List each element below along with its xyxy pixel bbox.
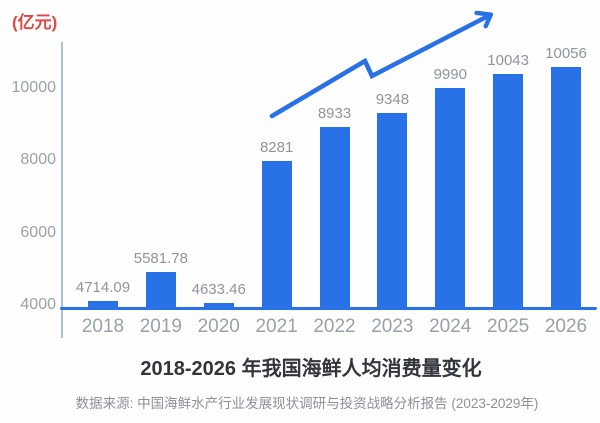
bar-2024 — [435, 88, 466, 310]
bar-value-label: 4714.09 — [75, 279, 131, 296]
chart-title: 2018-2026 年我国海鲜人均消费量变化 — [140, 358, 482, 380]
bar-2026 — [551, 67, 581, 310]
bar-2025 — [493, 74, 524, 310]
bar-value-label: 8933 — [317, 105, 352, 122]
x-tick-label: 2023 — [371, 316, 414, 337]
x-tick-label: 2024 — [429, 316, 472, 337]
bar-value-label: 4633.46 — [191, 281, 246, 298]
bar-2021 — [261, 161, 292, 310]
y-tick-label: 10000 — [11, 79, 57, 97]
y-axis-line — [61, 42, 63, 338]
x-tick-label: 2019 — [139, 316, 183, 337]
x-tick-label: 2018 — [81, 316, 125, 337]
y-tick-label: 6000 — [20, 223, 56, 241]
x-tick-label: 2022 — [313, 316, 356, 337]
bar-2022 — [319, 127, 350, 310]
y-tick-label: 4000 — [20, 296, 56, 313]
bar-value-label: 5581.78 — [133, 250, 188, 267]
y-tick-label: 8000 — [20, 151, 56, 169]
x-tick-label: 2026 — [544, 316, 588, 337]
x-tick-label: 2025 — [486, 316, 530, 337]
bar-2018 — [88, 301, 118, 310]
x-axis-line — [60, 307, 597, 310]
data-source-caption: 数据来源: 中国海鲜水产行业发展现状调研与投资战略分析报告 (2023-2029… — [75, 396, 539, 411]
bar-value-label: 9348 — [375, 91, 410, 108]
y-axis-unit-label: (亿元) — [12, 13, 58, 32]
bar-2023 — [377, 113, 408, 310]
bar-value-label: 10043 — [487, 52, 529, 69]
x-tick-label: 2020 — [197, 316, 240, 337]
bar-2020 — [203, 303, 234, 310]
x-tick-label: 2021 — [255, 316, 298, 337]
bar-value-label: 10056 — [545, 45, 587, 62]
bar-value-label: 9990 — [433, 66, 467, 83]
bar-2019 — [145, 272, 176, 310]
bar-value-label: 8281 — [259, 139, 294, 156]
